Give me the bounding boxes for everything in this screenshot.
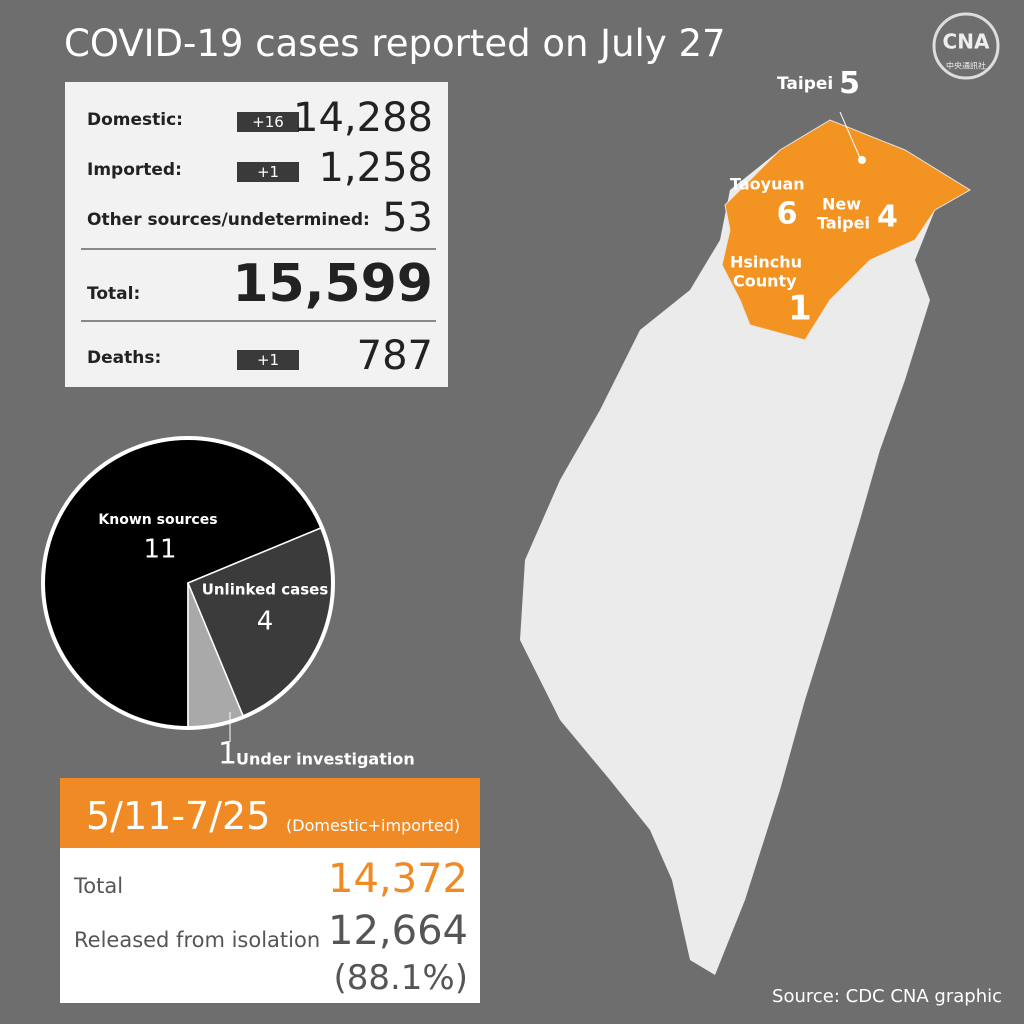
region-label: Taipei 5 (777, 66, 860, 101)
stats-box: Domestic: +16 14,288 Imported: +1 1,258 Othe… (65, 82, 448, 387)
map-affected (721, 119, 971, 341)
stat-value: 14,288 (293, 95, 433, 141)
region-label: Hsinchu (730, 253, 802, 272)
separator (81, 248, 436, 250)
stat-label: Total: (87, 284, 141, 304)
title: COVID-19 cases reported on July 27 (64, 22, 726, 65)
stat-value: 1,258 (318, 145, 433, 191)
pie-label: Under investigation (236, 750, 415, 769)
pie-label: Known sources (98, 512, 217, 528)
logo-mark: CNA (943, 30, 990, 54)
summary-label: Total (74, 874, 124, 898)
region-label: Taipei (817, 214, 870, 233)
region-value: 1 (788, 289, 812, 329)
region-label: County (733, 272, 797, 291)
pie-label: Unlinked cases (202, 581, 329, 599)
stat-label: Other sources/undetermined: (87, 210, 370, 230)
stat-row: Domestic: +16 14,288 (87, 98, 433, 138)
logo-ring (932, 12, 1000, 80)
region-label: New (822, 195, 861, 214)
summary-header: 5/11-7/25 (Domestic+imported) (60, 778, 480, 848)
stat-row: Other sources/undetermined: 53 (87, 198, 433, 238)
region-label: Taoyuan (730, 175, 805, 194)
region-value: 4 (877, 200, 898, 235)
stat-label: Deaths: (87, 348, 162, 368)
stat-change: +1 (237, 350, 299, 370)
leader (839, 111, 861, 159)
summary-share: (88.1%) (333, 958, 468, 998)
stat-row: Deaths: +1 787 (87, 336, 433, 376)
pie-value: 4 (257, 607, 274, 637)
stat-value: 15,599 (232, 254, 433, 314)
stat-row: Total: 15,599 (87, 258, 433, 310)
stat-value: 787 (356, 333, 433, 379)
stat-label: Imported: (87, 160, 182, 180)
stat-row: Imported: +1 1,258 (87, 148, 433, 188)
stat-change: +16 (237, 112, 299, 132)
pie-value: 11 (143, 535, 176, 565)
pie-value: 1 (218, 737, 237, 772)
stat-value: 53 (382, 195, 433, 241)
pie-border (41, 436, 335, 730)
summary-label: Released from isolation (74, 928, 321, 952)
region-value: 6 (777, 197, 798, 232)
source: Source: CDC CNA graphic (772, 986, 1002, 1007)
stat-label: Domestic: (87, 110, 183, 130)
separator (81, 320, 436, 322)
logo-name: 中央通訊社 (946, 61, 986, 71)
summary-value: 14,372 (328, 856, 468, 902)
period-note: (Domestic+imported) (286, 816, 461, 835)
pie (41, 436, 335, 730)
map-taiwan (520, 120, 970, 975)
summary-value: 12,664 (328, 908, 468, 954)
stat-change: +1 (237, 162, 299, 182)
period: 5/11-7/25 (86, 794, 271, 838)
summary-box: 5/11-7/25 (Domestic+imported) Total 14,37… (60, 778, 480, 1003)
